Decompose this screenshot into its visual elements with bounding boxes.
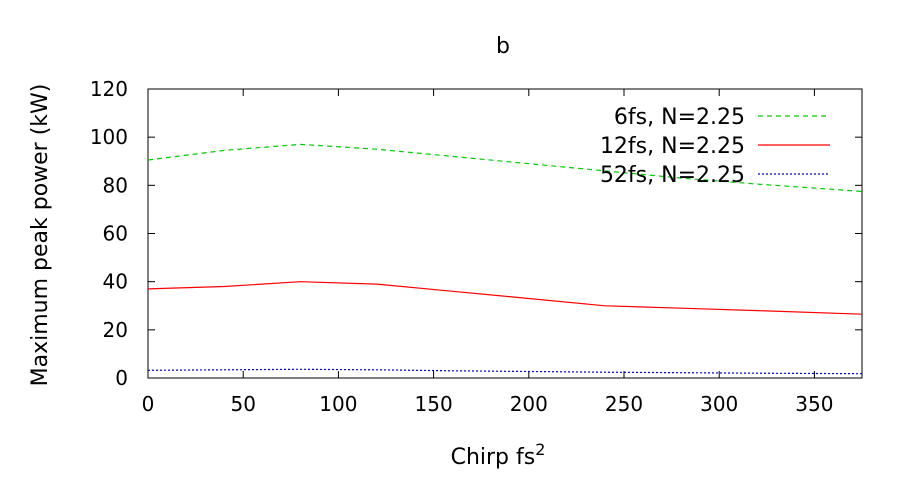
plot-border <box>147 88 863 379</box>
legend-label-3: 52fs, N=2.25 <box>600 163 745 188</box>
x-tick-label: 350 <box>795 392 833 416</box>
legend-label-2: 12fs, N=2.25 <box>600 134 745 159</box>
series-line-1 <box>147 143 863 192</box>
x-tick-label: 50 <box>230 392 255 416</box>
x-tick-label: 200 <box>510 392 548 416</box>
plot-frame <box>147 88 863 379</box>
x-tick-label: 250 <box>605 392 643 416</box>
y-tick-label: 120 <box>90 77 128 101</box>
x-axis-title-text: Chirp fs <box>451 445 536 470</box>
y-tick-label: 100 <box>90 125 128 149</box>
x-axis-title: Chirp fs2 <box>451 440 546 470</box>
y-tick-label: 40 <box>103 270 128 294</box>
y-tick-label: 60 <box>103 222 128 246</box>
y-tick-label: 20 <box>103 318 128 342</box>
series-group <box>147 143 863 375</box>
chart-title: b <box>496 34 510 59</box>
series-line-2 <box>147 281 863 315</box>
x-tick-label: 300 <box>700 392 738 416</box>
x-axis: 0 50 100 150 200 250 300 350 <box>142 89 833 416</box>
series-line-3 <box>147 368 863 375</box>
x-tick-label: 0 <box>142 392 155 416</box>
x-axis-title-superscript: 2 <box>535 440 545 459</box>
y-tick-label: 80 <box>103 173 128 197</box>
x-tick-label: 150 <box>415 392 453 416</box>
legend: 6fs, N=2.25 12fs, N=2.25 52fs, N=2.25 <box>600 105 830 188</box>
legend-label-1: 6fs, N=2.25 <box>614 105 745 130</box>
y-tick-label: 0 <box>115 366 128 390</box>
y-axis-title: Maximum peak power (kW) <box>28 84 53 387</box>
x-tick-label: 100 <box>319 392 357 416</box>
y-axis: 0 20 40 60 80 100 120 <box>90 77 862 390</box>
